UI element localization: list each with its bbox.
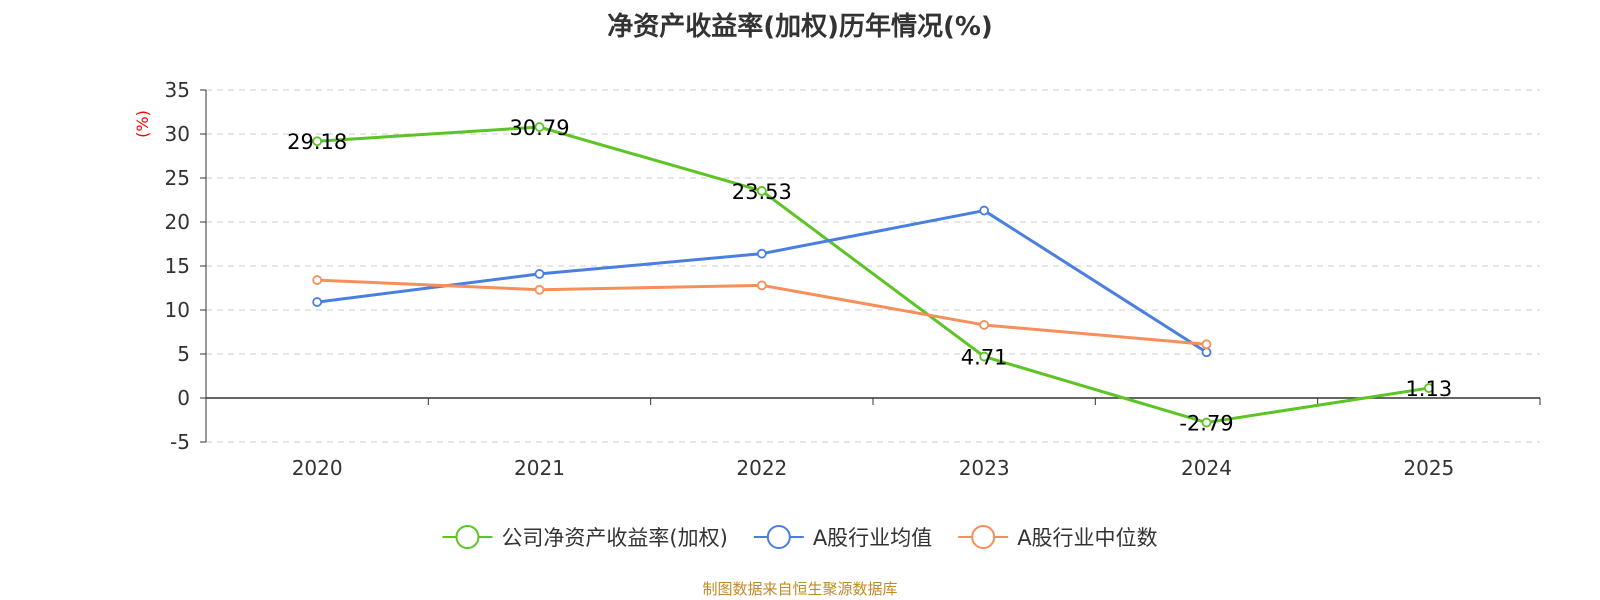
- data-point: [312, 275, 323, 285]
- y-tick-label: 15: [165, 254, 190, 278]
- x-tick-label: 2025: [1403, 456, 1454, 480]
- data-point: [1423, 383, 1434, 393]
- legend-item[interactable]: A股行业中位数: [958, 525, 1158, 550]
- data-label: 1.13: [1405, 377, 1452, 401]
- x-tick-label: 2022: [736, 456, 787, 480]
- data-point: [1201, 339, 1212, 350]
- legend-item[interactable]: 公司净资产收益率(加权): [442, 525, 728, 550]
- data-label: 23.53: [732, 180, 792, 204]
- data-point: [534, 122, 545, 132]
- data-point: [756, 186, 767, 196]
- data-point: [979, 205, 990, 216]
- y-tick-label: 0: [177, 386, 190, 410]
- legend-marker-icon: [971, 525, 996, 549]
- y-tick-label: 5: [177, 342, 190, 366]
- data-point: [312, 136, 323, 147]
- legend[interactable]: 公司净资产收益率(加权) A股行业均值 A股行业中位数: [442, 525, 1158, 550]
- data-point: [534, 269, 545, 279]
- legend-item[interactable]: A股行业均值: [753, 525, 932, 550]
- y-tick-label: 20: [165, 210, 190, 234]
- data-label: -2.79: [1179, 412, 1233, 436]
- data-point: [979, 320, 990, 330]
- series-lines: [312, 122, 1434, 428]
- data-point: [756, 280, 767, 291]
- x-tick-label: 2020: [292, 456, 343, 480]
- data-point: [1201, 417, 1212, 428]
- y-axis-unit-label: (%): [133, 110, 152, 138]
- y-tick-label: 30: [165, 122, 190, 146]
- data-point: [534, 284, 545, 295]
- data-point: [1201, 347, 1212, 358]
- data-point: [312, 297, 323, 307]
- data-label: 4.71: [961, 346, 1008, 370]
- grid-lines: [206, 89, 1540, 443]
- chart-title: 净资产收益率(加权)历年情况(%): [607, 12, 993, 42]
- data-label: 30.79: [509, 116, 569, 140]
- legend-label: A股行业中位数: [1017, 526, 1157, 550]
- legend-marker-icon: [766, 525, 791, 549]
- y-tick-label: 10: [165, 298, 190, 322]
- legend-label: 公司净资产收益率(加权): [501, 526, 727, 550]
- y-tick-label: -5: [170, 430, 190, 454]
- x-tick-label: 2021: [514, 456, 565, 480]
- data-point: [756, 248, 767, 259]
- y-tick-label: 35: [165, 78, 190, 102]
- source-note: 制图数据来自恒生聚源数据库: [702, 580, 898, 598]
- series-line: [317, 125, 1430, 425]
- x-tick-label: 2023: [959, 456, 1010, 480]
- data-label: 29.18: [287, 130, 347, 154]
- y-tick-label: 25: [165, 166, 190, 190]
- data-labels: 29.18 30.79 23.53 4.71 -2.79 1.13: [287, 116, 1452, 436]
- x-tick-label: 2024: [1181, 456, 1232, 480]
- legend-marker-icon: [455, 525, 480, 549]
- data-point: [979, 351, 990, 362]
- legend-label: A股行业均值: [813, 526, 932, 550]
